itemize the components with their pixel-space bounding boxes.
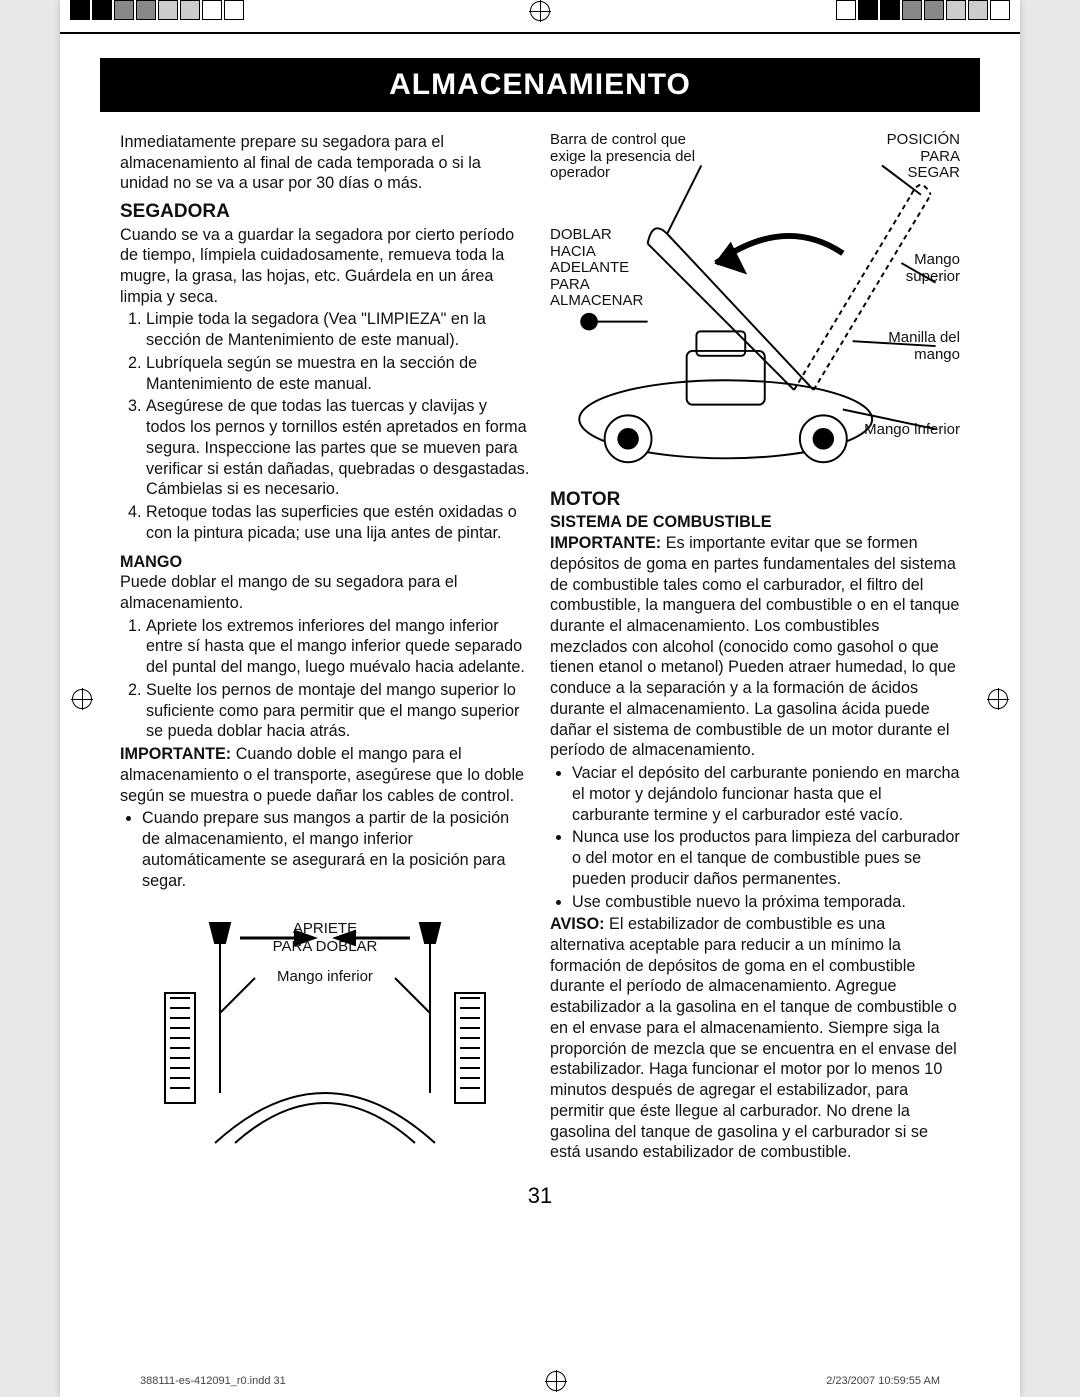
list-item: Use combustible nuevo la próxima tempora… bbox=[572, 892, 960, 913]
page-footer: 388111-es-412091_r0.indd 31 2/23/2007 10… bbox=[60, 1371, 1020, 1391]
page-number: 31 bbox=[60, 1183, 1020, 1209]
registration-mark-left bbox=[72, 689, 92, 709]
aviso-label: AVISO: bbox=[550, 915, 605, 933]
color-bar-left bbox=[70, 0, 244, 22]
diagram1-mangosup-label: Mango superior bbox=[880, 252, 960, 285]
diagram-side-view: Barra de control que exige la presencia … bbox=[550, 132, 960, 482]
diagram1-doblar-label: DOBLAR HACIA ADELANTE PARA ALMACENAR bbox=[550, 227, 660, 310]
importante-label: IMPORTANTE: bbox=[120, 745, 231, 763]
list-item: Nunca use los productos para limpieza de… bbox=[572, 827, 960, 889]
diagram2-mangoinf-label: Mango inferior bbox=[120, 969, 530, 986]
mango-steps: Apriete los extremos inferiores del mang… bbox=[120, 616, 530, 742]
list-item: Cuando prepare sus mangos a partir de la… bbox=[142, 808, 530, 891]
registration-mark-icon bbox=[530, 1, 550, 21]
registration-mark-right bbox=[988, 689, 1008, 709]
motor-bullets: Vaciar el depósito del carburante ponien… bbox=[550, 763, 960, 912]
mango-heading: MANGO bbox=[120, 552, 530, 573]
list-item: Lubríquela según se muestra en la secció… bbox=[146, 353, 530, 394]
list-item: Asegúrese de que todas las tuercas y cla… bbox=[146, 396, 530, 500]
list-item: Suelte los pernos de montaje del mango s… bbox=[146, 680, 530, 742]
content-columns: Inmediatamente prepare su segadora para … bbox=[60, 132, 1020, 1165]
diagram-front-view: APRIETE PARA DOBLAR Mango inferior bbox=[120, 893, 530, 1153]
footer-left: 388111-es-412091_r0.indd 31 bbox=[140, 1375, 286, 1387]
list-item: Retoque todas las superficies que estén … bbox=[146, 502, 530, 543]
mango-bullets: Cuando prepare sus mangos a partir de la… bbox=[120, 808, 530, 891]
motor-importante: IMPORTANTE: Es importante evitar que se … bbox=[550, 533, 960, 761]
top-registration-strip bbox=[60, 0, 1020, 22]
segadora-steps: Limpie toda la segadora (Vea "LIMPIEZA" … bbox=[120, 309, 530, 543]
motor-heading: MOTOR bbox=[550, 488, 960, 512]
diagram1-mangoinf-label: Mango inferior bbox=[850, 422, 960, 439]
segadora-intro: Cuando se va a guardar la segadora por c… bbox=[120, 225, 530, 308]
motor-aviso: AVISO: El estabilizador de combustible e… bbox=[550, 914, 960, 1163]
segadora-heading: SEGADORA bbox=[120, 200, 530, 224]
aviso-text: El estabilizador de combustible es una a… bbox=[550, 915, 957, 1161]
page: ALMACENAMIENTO Inmediatamente prepare su… bbox=[60, 0, 1020, 1397]
section-title-bar: ALMACENAMIENTO bbox=[100, 58, 980, 112]
mango-intro: Puede doblar el mango de su segadora par… bbox=[120, 572, 530, 613]
list-item: Apriete los extremos inferiores del mang… bbox=[146, 616, 530, 678]
diagram1-barra-label: Barra de control que exige la presencia … bbox=[550, 132, 700, 182]
right-column: Barra de control que exige la presencia … bbox=[550, 132, 960, 1165]
intro-paragraph: Inmediatamente prepare su segadora para … bbox=[120, 132, 530, 194]
footer-right: 2/23/2007 10:59:55 AM bbox=[826, 1375, 940, 1387]
importante-text: Es importante evitar que se formen depós… bbox=[550, 534, 959, 759]
registration-mark-bottom bbox=[546, 1371, 566, 1391]
diagram1-manilla-label: Manilla del mango bbox=[870, 330, 960, 363]
list-item: Limpie toda la segadora (Vea "LIMPIEZA" … bbox=[146, 309, 530, 350]
list-item: Vaciar el depósito del carburante ponien… bbox=[572, 763, 960, 825]
color-bar-right bbox=[836, 0, 1010, 22]
mango-importante: IMPORTANTE: Cuando doble el mango para e… bbox=[120, 744, 530, 806]
left-column: Inmediatamente prepare su segadora para … bbox=[120, 132, 530, 1165]
diagram1-posicion-label: POSICIÓN PARA SEGAR bbox=[870, 132, 960, 182]
top-hairline bbox=[60, 32, 1020, 34]
diagram2-apriete-label: APRIETE bbox=[120, 921, 530, 938]
diagram2-paradoblar-label: PARA DOBLAR bbox=[120, 939, 530, 956]
motor-subheading: SISTEMA DE COMBUSTIBLE bbox=[550, 512, 960, 533]
importante-label: IMPORTANTE: bbox=[550, 534, 661, 552]
